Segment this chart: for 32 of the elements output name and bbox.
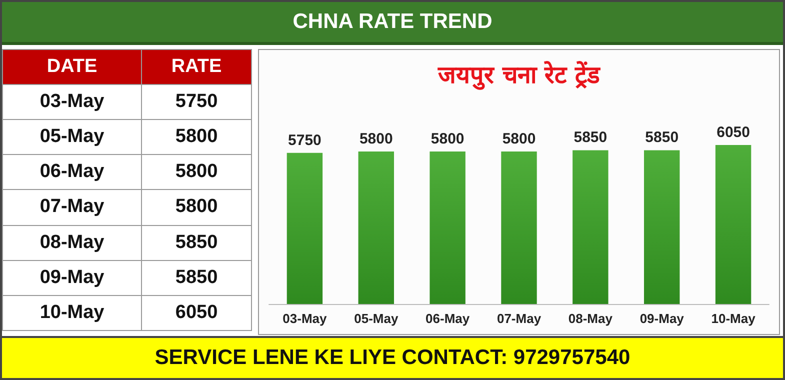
data-label: 5850 — [142, 225, 252, 260]
text: SERVICE LENE KE LIYE CONTACT: 9729757540 — [154, 346, 630, 370]
data-label: 5800 — [430, 130, 464, 148]
data-label: 6050 — [716, 124, 750, 141]
category-label: 08-May — [2, 225, 142, 260]
data-label: 5800 — [502, 130, 536, 148]
data-label: 6050 — [142, 295, 252, 330]
category-label: 03-May — [2, 84, 142, 120]
category-label: 05-May — [2, 120, 142, 155]
x-tick-label: 07-May — [496, 311, 542, 326]
x-tick-label: 05-May — [354, 311, 399, 326]
data-label: 5800 — [359, 130, 393, 148]
data-label: 5800 — [142, 190, 252, 226]
data-label: 5850 — [645, 129, 679, 146]
x-tick-label: 10-May — [711, 311, 756, 326]
text: RATE — [142, 50, 252, 84]
data-label: 5850 — [142, 260, 252, 296]
chart-subtitle: जयपुर चना रेट ट्रेंड — [436, 61, 602, 90]
x-tick-label: 08-May — [568, 311, 614, 326]
data-label: 5850 — [574, 129, 608, 146]
category-label: 09-May — [2, 260, 142, 296]
category-label: 07-May — [2, 190, 142, 226]
text: DATE — [2, 50, 142, 84]
data-label: 5800 — [142, 120, 252, 155]
data-label: 5750 — [288, 132, 322, 149]
x-tick-label: 06-May — [426, 311, 470, 326]
x-tick-label: 09-May — [640, 311, 685, 326]
data-label: 5800 — [142, 154, 252, 190]
category-label: 06-May — [2, 154, 142, 190]
x-tick-label: 03-May — [282, 311, 328, 326]
data-label: 5750 — [142, 84, 252, 120]
chart-title: CHNA RATE TREND — [2, 2, 783, 45]
